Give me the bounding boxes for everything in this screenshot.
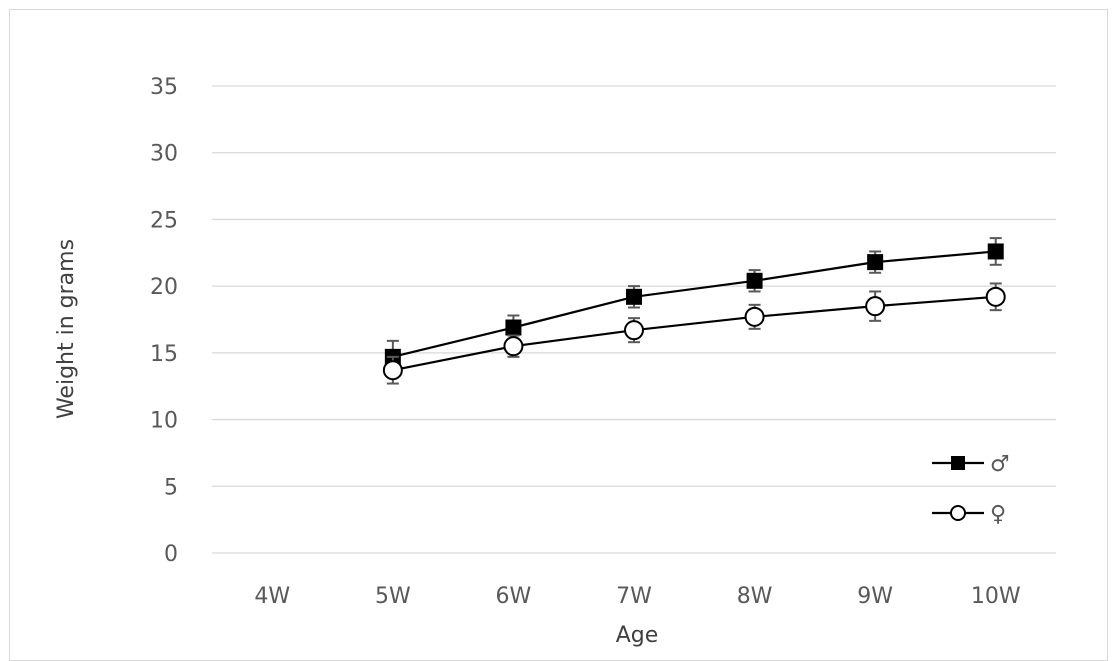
y-tick-labels: 0 5 10 15 20 25 30 35 <box>150 75 178 567</box>
x-tick-label: 10W <box>971 584 1021 609</box>
series-female <box>382 282 1006 385</box>
legend-item: ♂ <box>932 452 1010 477</box>
legend-label: ♀ <box>990 502 1006 527</box>
legend: ♂♀ <box>932 452 1010 527</box>
data-point <box>865 296 886 317</box>
x-tick-label: 7W <box>616 584 652 609</box>
data-point <box>744 306 765 327</box>
series-layer <box>382 237 1006 385</box>
y-axis-title: Weight in grams <box>54 239 79 419</box>
data-point <box>382 360 403 381</box>
legend-marker <box>951 456 965 470</box>
legend-item: ♀ <box>932 502 1006 527</box>
y-tick-label: 10 <box>150 409 178 434</box>
data-point <box>985 286 1006 307</box>
y-tick-label: 20 <box>150 275 178 300</box>
data-point <box>746 272 763 289</box>
y-tick-label: 5 <box>164 475 178 500</box>
x-tick-label: 8W <box>737 584 773 609</box>
data-point <box>624 320 644 341</box>
legend-label: ♂ <box>990 452 1010 477</box>
x-tick-label: 9W <box>857 584 893 609</box>
chart-frame <box>9 9 1108 661</box>
series-line <box>392 295 996 372</box>
series-male <box>384 237 1004 374</box>
x-tick-label: 4W <box>254 584 290 609</box>
x-tick-label: 5W <box>375 584 411 609</box>
y-tick-label: 30 <box>150 142 178 167</box>
data-point <box>867 254 884 271</box>
y-tick-label: 0 <box>164 542 178 567</box>
x-tick-label: 6W <box>496 584 532 609</box>
series-line <box>392 250 996 358</box>
x-axis-title: Age <box>616 623 659 648</box>
data-point <box>505 319 522 336</box>
y-tick-label: 15 <box>150 342 178 367</box>
data-point <box>626 288 642 305</box>
y-tick-label: 25 <box>150 208 178 233</box>
data-point <box>987 243 1004 260</box>
x-tick-labels: 4W 5W 6W 7W 8W 9W 10W <box>254 584 1020 609</box>
y-tick-label: 35 <box>150 75 178 100</box>
legend-marker <box>950 505 966 521</box>
data-point <box>503 336 524 357</box>
